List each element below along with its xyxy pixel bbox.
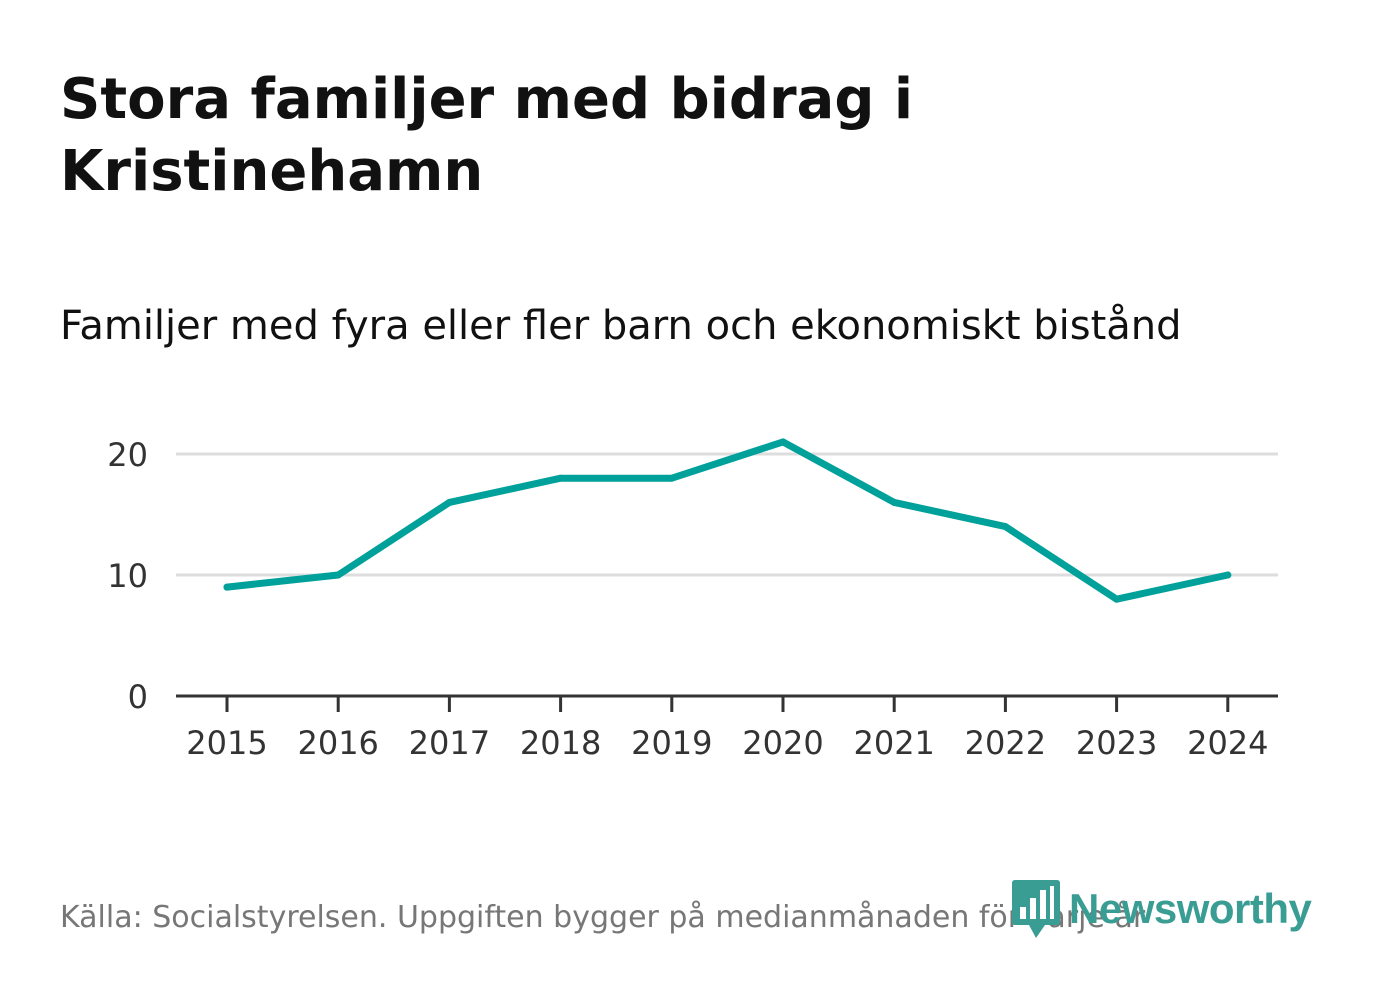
source-note: Källa: Socialstyrelsen. Uppgiften bygger… — [60, 900, 1146, 935]
series-line — [223, 438, 1232, 603]
x-tick-label: 2016 — [297, 724, 378, 762]
data-point-2024 — [1224, 571, 1232, 579]
data-point-2021 — [890, 498, 898, 506]
y-tick-label: 10 — [107, 557, 148, 595]
y-axis-ticks: 0 10 20 — [107, 436, 148, 716]
data-point-2016 — [334, 571, 342, 579]
x-tick-label: 2021 — [853, 724, 934, 762]
x-tick-label: 2017 — [409, 724, 490, 762]
x-tick-label: 2018 — [520, 724, 601, 762]
y-tick-label: 0 — [128, 678, 148, 716]
newsworthy-logo-icon — [1012, 880, 1060, 938]
data-point-2023 — [1113, 595, 1121, 603]
x-tick-label: 2019 — [631, 724, 712, 762]
logo-text: Newsworthy — [1069, 885, 1312, 932]
x-tick-label: 2022 — [965, 724, 1046, 762]
y-tick-label: 20 — [107, 436, 148, 474]
data-point-2017 — [445, 498, 453, 506]
gridlines — [176, 452, 1278, 577]
data-point-2018 — [557, 474, 565, 482]
data-point-2015 — [223, 583, 231, 591]
x-tick-label: 2020 — [742, 724, 823, 762]
x-tick-label: 2024 — [1187, 724, 1268, 762]
data-point-2019 — [668, 474, 676, 482]
chart-title: Stora familjer med bidrag i Kristinehamn — [60, 67, 914, 204]
x-tick-label: 2015 — [186, 724, 267, 762]
data-point-2022 — [1001, 523, 1009, 531]
x-tick-label: 2023 — [1076, 724, 1157, 762]
series-layer — [223, 438, 1232, 603]
data-point-2020 — [779, 438, 787, 446]
chart-subtitle: Familjer med fyra eller fler barn och ek… — [60, 303, 1182, 349]
newsworthy-logo: Newsworthy — [1011, 878, 1312, 940]
x-axis-ticks: 2015 2016 2017 2018 2019 2020 2021 2022 2023 2024 — [186, 696, 1269, 762]
